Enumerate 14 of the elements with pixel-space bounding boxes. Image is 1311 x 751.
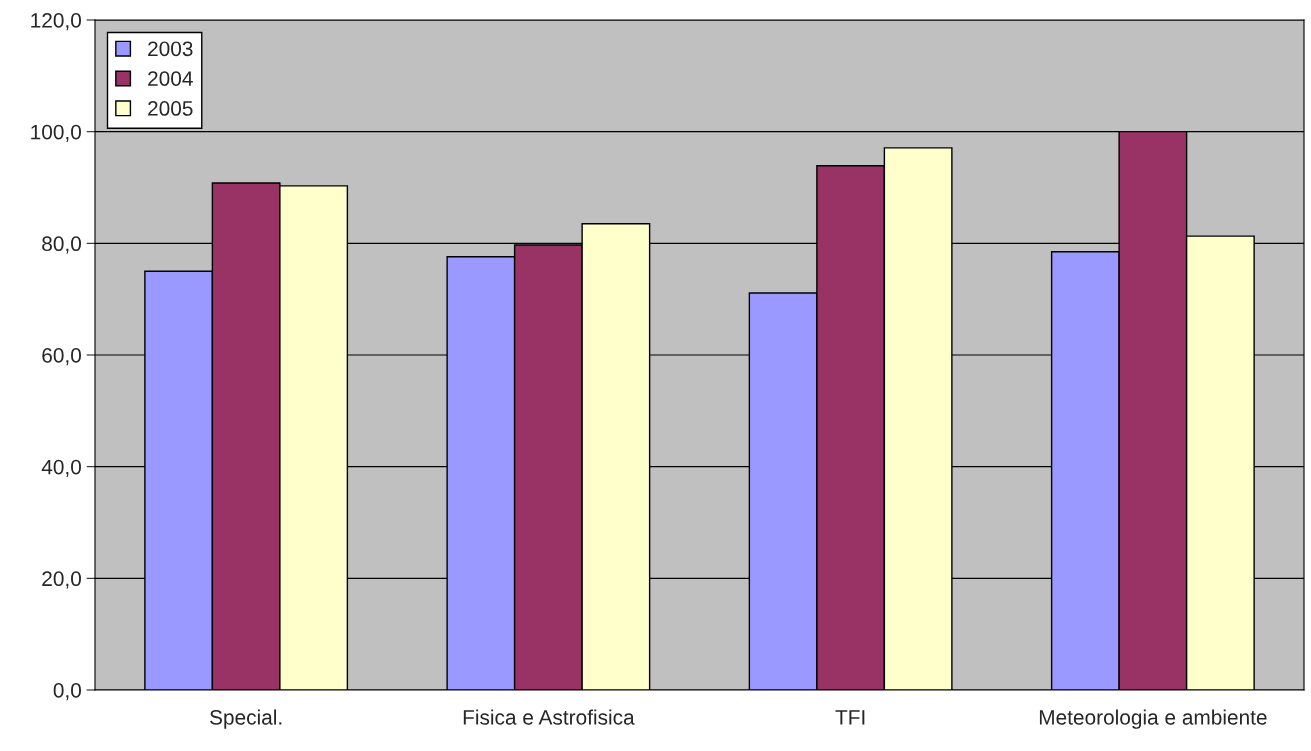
y-tick-label: 40,0 [41,459,81,477]
x-tick-label: TFI [835,710,865,725]
x-tick-label: Meteorologia e ambiente [1039,709,1267,729]
y-tick-label: 100,0 [31,124,81,142]
legend-label: 2005 [148,101,193,116]
x-tick-label: Fisica e Astrofisica [463,709,635,725]
y-tick-label: 20,0 [42,571,81,589]
y-tick-label: 120,0 [31,13,81,31]
x-tick-label: Special. [210,709,282,729]
y-tick-label: 80,0 [42,236,81,254]
legend-label: 2004 [148,71,193,86]
legend-label: 2003 [148,41,193,57]
y-tick-label: 0,0 [53,683,81,701]
y-tick-label: 60,0 [42,348,81,366]
